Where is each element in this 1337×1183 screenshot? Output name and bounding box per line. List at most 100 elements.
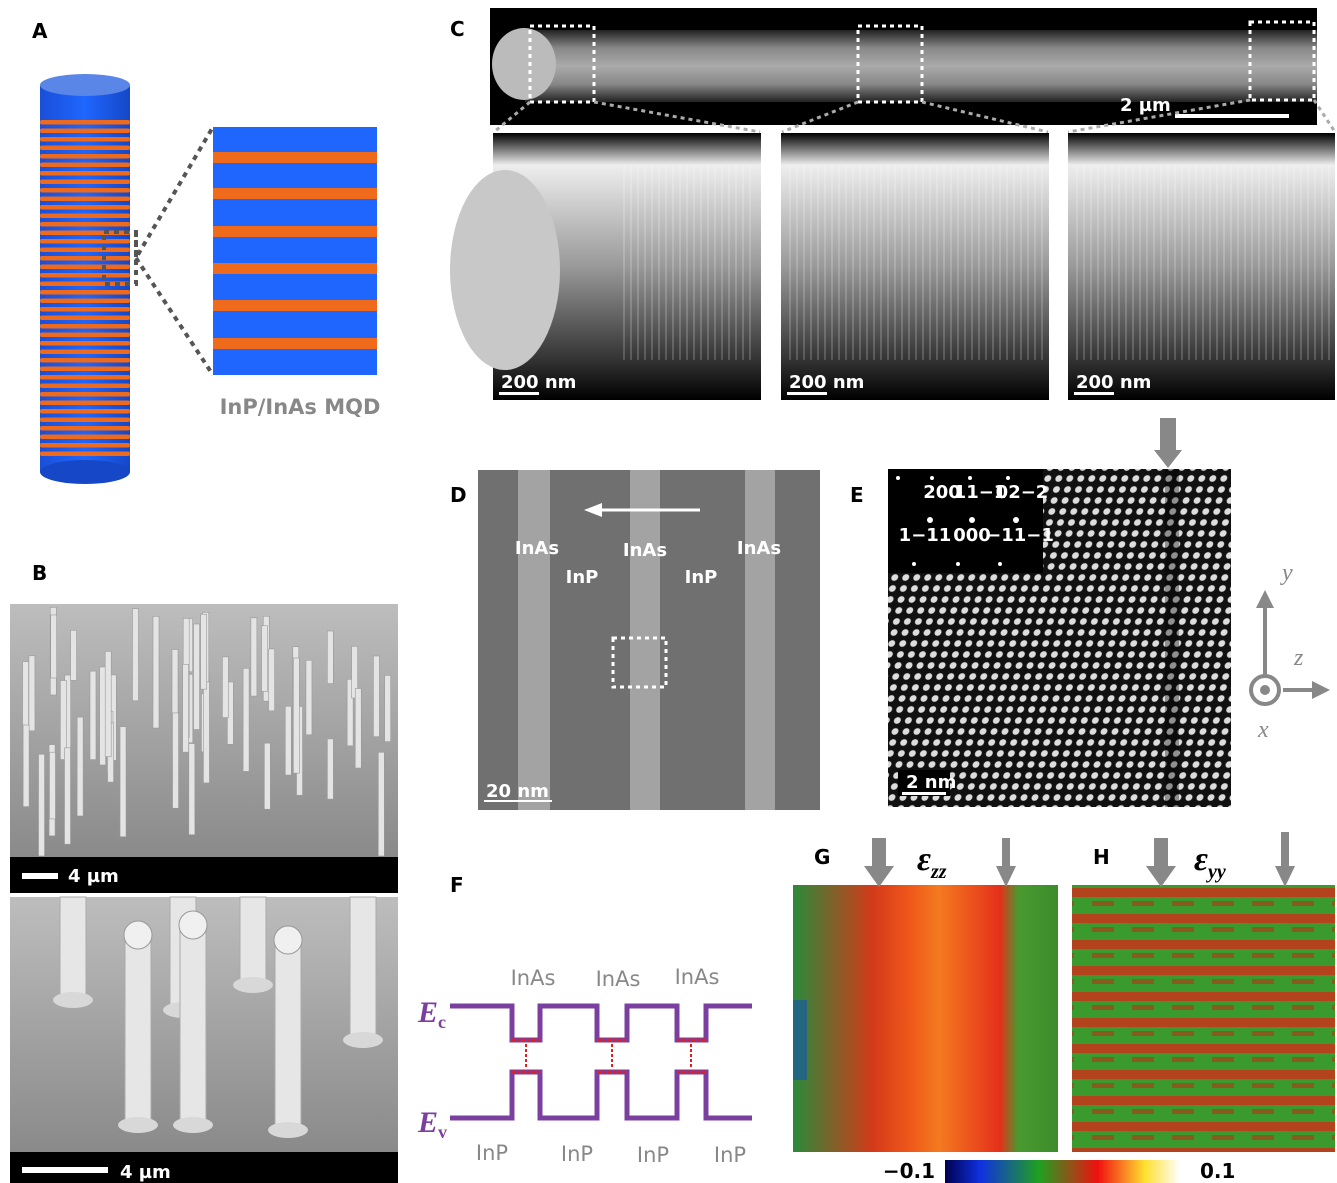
material-label: InP: [637, 1143, 669, 1167]
material-label: InP: [714, 1143, 746, 1167]
dot-layer: [40, 188, 130, 193]
pillar: [71, 630, 77, 680]
pillar: [60, 897, 86, 1000]
layer: [901, 165, 903, 360]
layer: [824, 165, 826, 360]
layer: [665, 165, 667, 360]
layer: [1251, 165, 1253, 360]
pillar: [29, 656, 35, 731]
scale-bar: [22, 873, 58, 879]
pillar-tip: [274, 926, 302, 954]
pillar: [194, 624, 200, 730]
layer: [1272, 165, 1274, 360]
layer: [707, 165, 709, 360]
pillar: [264, 743, 270, 809]
dot-layer: [40, 248, 130, 253]
layer: [1265, 165, 1267, 360]
pillar: [251, 618, 257, 696]
layer: [644, 165, 646, 360]
layer: [957, 165, 959, 360]
pillar: [378, 752, 384, 856]
dot-layer: [40, 358, 130, 363]
layer: [999, 165, 1001, 360]
pillar: [240, 897, 266, 985]
scale-label: 2 µm: [1120, 95, 1171, 116]
pillar: [189, 744, 195, 835]
layer: [1237, 165, 1239, 360]
catalyst: [450, 170, 560, 370]
dot-layer: [40, 256, 130, 261]
material-label: InAs: [623, 540, 667, 561]
layer: [859, 165, 861, 360]
layer: [1321, 165, 1323, 360]
dot-layer: [213, 338, 377, 349]
pillar: [306, 660, 312, 735]
layer: [1160, 165, 1162, 360]
pillar: [132, 609, 138, 701]
layer: [1279, 165, 1281, 360]
pillar: [90, 671, 96, 760]
dot-layer: [40, 341, 130, 346]
pillar: [262, 626, 268, 692]
colorbar: [945, 1160, 1180, 1183]
layer: [929, 165, 931, 360]
pillar: [355, 689, 361, 769]
layer: [1230, 165, 1232, 360]
pillar-tip: [179, 911, 207, 939]
dot-layer: [213, 188, 377, 199]
layer: [943, 165, 945, 360]
dot-layer: [40, 197, 130, 202]
haadf-d: InAs InP InAs InP InAs 20 nm: [478, 470, 820, 810]
scale-label: 20 nm: [486, 781, 549, 802]
pillar: [373, 656, 379, 737]
schematic: InP/InAs MQD: [40, 74, 380, 484]
layer: [728, 165, 730, 360]
layer: [1146, 165, 1148, 360]
dot-layer: [40, 171, 130, 176]
axis-label: z: [1293, 645, 1304, 671]
layer: [1013, 165, 1015, 360]
pillar: [201, 614, 207, 689]
layer: [1244, 165, 1246, 360]
pillar: [203, 674, 209, 783]
layer: [922, 165, 924, 360]
pillar: [51, 615, 57, 678]
layer: [789, 165, 791, 360]
pillar: [105, 651, 111, 756]
pillar-base: [233, 977, 273, 993]
pillar-base: [118, 1117, 158, 1133]
layer: [658, 165, 660, 360]
layer: [817, 165, 819, 360]
panel-label: G: [814, 845, 830, 869]
layer: [964, 165, 966, 360]
layer: [992, 165, 994, 360]
dot-layer: [40, 163, 130, 168]
pillar: [243, 668, 249, 771]
pillar: [23, 725, 29, 807]
dot-layer: [40, 435, 130, 440]
layer: [1300, 165, 1302, 360]
layer: [1223, 165, 1225, 360]
layer: [873, 165, 875, 360]
fft-label: 1−11: [899, 525, 952, 546]
scale-label: 2 nm: [906, 772, 956, 793]
strain-label: εyy: [1194, 841, 1226, 883]
band-label: Ev: [417, 1106, 447, 1142]
dot-layer: [40, 137, 130, 142]
material-label: InP: [566, 567, 599, 588]
layer: [1174, 165, 1176, 360]
dot-layer: [40, 120, 130, 125]
nanowire: [40, 85, 130, 472]
layer: [735, 165, 737, 360]
nanowire-top: [40, 74, 130, 96]
panel-label: F: [450, 873, 464, 897]
layer: [1118, 165, 1120, 360]
material-label: InAs: [737, 538, 781, 559]
fft-label: 02−2: [996, 482, 1049, 503]
panel-label: H: [1093, 845, 1110, 869]
pillar: [180, 925, 206, 1125]
layer: [623, 165, 625, 360]
layer: [831, 165, 833, 360]
sem-images: 4 µm 4 µm: [10, 604, 398, 1183]
pillar-tip: [124, 921, 152, 949]
